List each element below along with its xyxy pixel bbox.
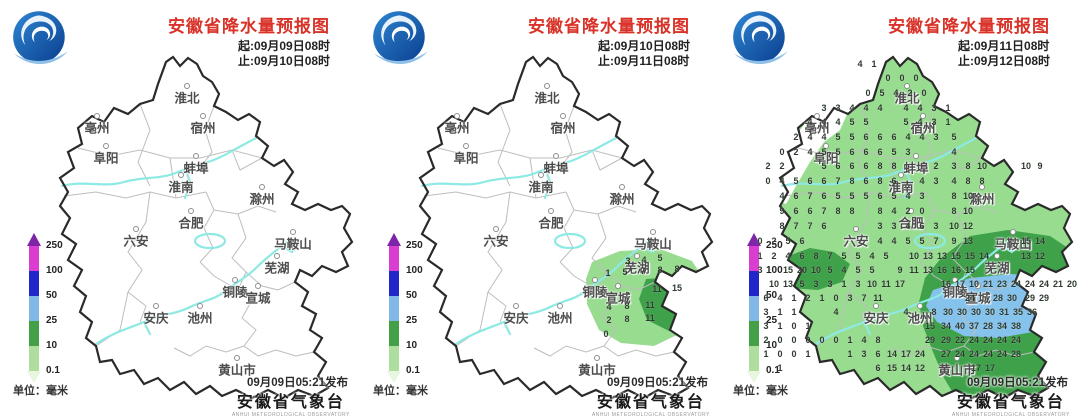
legend-segment (749, 321, 759, 346)
legend-arrow-down-icon (387, 371, 401, 383)
agency-name: 安徽省气象台 (956, 394, 1065, 411)
legend-unit: 单位：毫米 (13, 385, 68, 397)
legend-segment (29, 346, 39, 371)
panel-title: 安徽省降水量预报图 (168, 17, 330, 36)
legend-unit: 单位：毫米 (373, 385, 428, 397)
legend-segment (29, 246, 39, 271)
forecast-panel-2: 安徽省降水量预报图 起:09月10日08时 止:09月11日08时 250 100… (360, 0, 720, 420)
panel-title: 安徽省降水量预报图 (888, 17, 1050, 36)
legend-segment (29, 321, 39, 346)
publish-time: 09月09日05:21发布 (607, 377, 708, 389)
legend-label: 10 (406, 340, 418, 351)
period-end: 止:09月12日08时 (958, 54, 1051, 68)
legend-color-bar (29, 246, 39, 371)
agency-name-en: ANHUI METEOROLOGICAL OBSERVATORY (951, 412, 1070, 418)
agency-signature: 安徽省气象台 ANHUI METEOROLOGICAL OBSERVATORY (592, 388, 710, 418)
legend-label: 25 (766, 315, 778, 326)
forecast-period: 起:09月11日08时 止:09月12日08时 (958, 39, 1050, 69)
precip-patches (586, 249, 706, 346)
legend-label: 250 (766, 240, 783, 251)
met-bureau-logo-icon (733, 11, 788, 65)
period-start: 起:09月09日08时 (238, 39, 331, 53)
agency-name-en: ANHUI METEOROLOGICAL OBSERVATORY (591, 412, 710, 418)
legend-arrow-up-icon (387, 233, 401, 246)
legend-arrow-up-icon (27, 233, 41, 246)
legend-arrow-down-icon (747, 371, 761, 383)
legend-label: 100 (406, 265, 423, 276)
legend-label: 250 (406, 240, 423, 251)
legend-segment (389, 271, 399, 296)
legend-color-bar (749, 246, 759, 371)
agency-name: 安徽省气象台 (236, 394, 345, 411)
legend-segment (749, 296, 759, 321)
legend-segment (389, 321, 399, 346)
legend-segment (389, 346, 399, 371)
precip-legend: 250 100 50 25 10 0.1 (386, 233, 450, 393)
legend-label: 10 (46, 340, 58, 351)
period-end: 止:09月10日08时 (238, 54, 331, 68)
publish-time: 09月09日05:21发布 (967, 377, 1068, 389)
legend-label: 10 (766, 340, 778, 351)
precip-legend: 250 100 50 25 10 0.1 (746, 233, 810, 393)
legend-label: 0.1 (766, 365, 780, 376)
legend-color-bar (389, 246, 399, 371)
forecast-period: 起:09月09日08时 止:09月10日08时 (238, 39, 330, 69)
publish-time: 09月09日05:21发布 (247, 377, 348, 389)
legend-label: 100 (766, 265, 783, 276)
legend-arrow-up-icon (747, 233, 761, 246)
legend-label: 25 (406, 315, 418, 326)
legend-label: 0.1 (406, 365, 420, 376)
panel-title: 安徽省降水量预报图 (528, 17, 690, 36)
forecast-panel-1: 安徽省降水量预报图 起:09月09日08时 止:09月10日08时 250 100… (0, 0, 360, 420)
legend-segment (29, 271, 39, 296)
legend-segment (29, 296, 39, 321)
agency-signature: 安徽省气象台 ANHUI METEOROLOGICAL OBSERVATORY (232, 388, 350, 418)
legend-segment (389, 246, 399, 271)
period-start: 起:09月11日08时 (958, 39, 1050, 53)
anhui-map-day2 (418, 55, 714, 400)
legend-segment (749, 271, 759, 296)
legend-arrow-down-icon (27, 371, 41, 383)
legend-segment (749, 346, 759, 371)
legend-label: 50 (766, 290, 778, 301)
met-bureau-logo-icon (13, 11, 68, 65)
province-fill (60, 57, 352, 398)
agency-name-en: ANHUI METEOROLOGICAL OBSERVATORY (231, 412, 350, 418)
precip-legend: 250 100 50 25 10 0.1 (26, 233, 90, 393)
legend-label: 50 (406, 290, 418, 301)
legend-unit: 单位：毫米 (733, 385, 788, 397)
legend-label: 0.1 (46, 365, 60, 376)
legend-label: 50 (46, 290, 58, 301)
legend-segment (749, 246, 759, 271)
period-start: 起:09月10日08时 (598, 39, 691, 53)
legend-label: 100 (46, 265, 63, 276)
forecast-panel-3: 安徽省降水量预报图 起:09月11日08时 止:09月12日08时 250 100… (720, 0, 1080, 420)
period-end: 止:09月11日08时 (598, 54, 690, 68)
agency-name: 安徽省气象台 (596, 394, 705, 411)
province-fill (420, 57, 712, 398)
met-bureau-logo-icon (373, 11, 428, 65)
legend-label: 250 (46, 240, 63, 251)
legend-segment (389, 296, 399, 321)
forecast-period: 起:09月10日08时 止:09月11日08时 (598, 39, 690, 69)
no-rain-patch-white (780, 106, 848, 204)
anhui-map-day3 (778, 55, 1074, 400)
legend-label: 25 (46, 315, 58, 326)
agency-signature: 安徽省气象台 ANHUI METEOROLOGICAL OBSERVATORY (952, 388, 1070, 418)
